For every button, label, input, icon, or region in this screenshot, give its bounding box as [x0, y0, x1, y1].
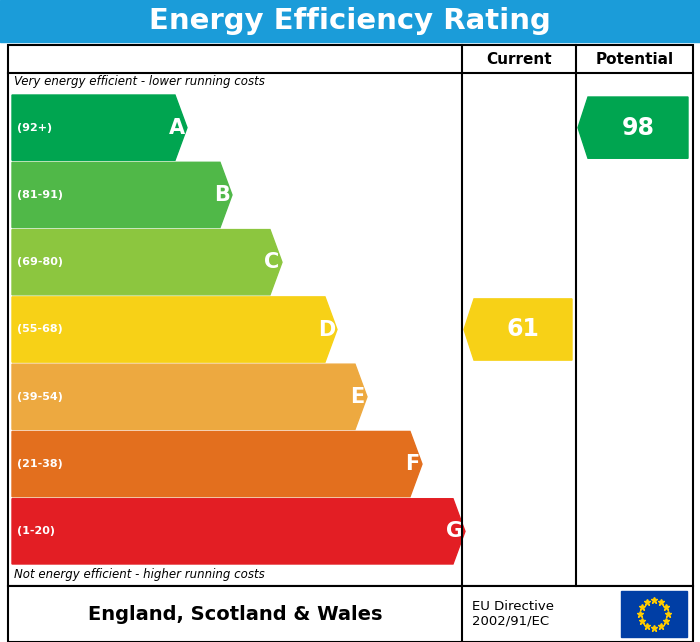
Bar — [8, 45, 693, 586]
Text: D: D — [318, 320, 335, 340]
Text: Very energy efficient - lower running costs: Very energy efficient - lower running co… — [14, 75, 265, 88]
Polygon shape — [12, 162, 232, 227]
Text: F: F — [405, 454, 419, 474]
Polygon shape — [12, 499, 465, 564]
Text: 61: 61 — [507, 318, 540, 342]
Polygon shape — [12, 230, 282, 295]
Polygon shape — [464, 299, 572, 360]
Text: G: G — [447, 521, 463, 541]
Text: B: B — [214, 185, 230, 205]
Text: Not energy efficient - higher running costs: Not energy efficient - higher running co… — [14, 568, 265, 581]
Polygon shape — [12, 95, 187, 160]
Polygon shape — [12, 364, 367, 429]
Text: (1-20): (1-20) — [17, 526, 55, 536]
Polygon shape — [12, 431, 422, 497]
Text: EU Directive
2002/91/EC: EU Directive 2002/91/EC — [472, 600, 554, 628]
Text: E: E — [350, 386, 364, 407]
Text: Energy Efficiency Rating: Energy Efficiency Rating — [149, 7, 551, 35]
Text: (92+): (92+) — [17, 123, 52, 133]
Text: C: C — [265, 252, 279, 272]
Text: England, Scotland & Wales: England, Scotland & Wales — [88, 605, 382, 623]
Text: (81-91): (81-91) — [17, 190, 63, 200]
Text: Potential: Potential — [596, 51, 673, 67]
Polygon shape — [12, 297, 337, 362]
Bar — [621, 591, 687, 637]
Text: (55-68): (55-68) — [17, 324, 63, 334]
Text: (21-38): (21-38) — [17, 459, 63, 469]
Text: 98: 98 — [622, 116, 654, 140]
Text: (39-54): (39-54) — [17, 392, 63, 402]
Text: (69-80): (69-80) — [17, 257, 63, 267]
Text: A: A — [169, 117, 185, 137]
Bar — [0, 0, 700, 42]
Polygon shape — [578, 97, 688, 159]
Bar — [8, 586, 693, 642]
Text: Current: Current — [486, 51, 552, 67]
